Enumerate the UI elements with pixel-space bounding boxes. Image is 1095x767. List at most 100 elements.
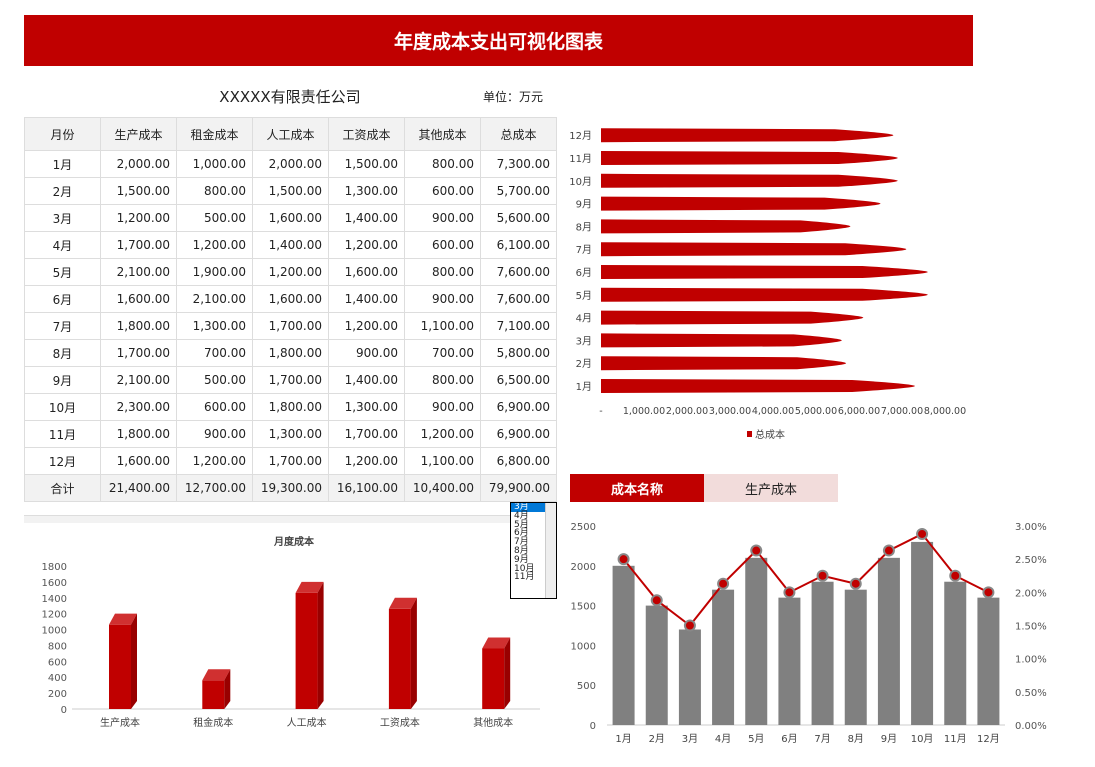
- table-cell: 1,700.00: [252, 312, 329, 340]
- y-tick-label: 1月: [576, 381, 592, 393]
- table-cell: 1,200.00: [176, 447, 253, 475]
- y-tick-label: 4月: [576, 313, 592, 325]
- bar: [482, 648, 505, 709]
- x-tick-label: 5,000.00: [795, 406, 837, 417]
- listbox-item[interactable]: 10月: [514, 563, 535, 574]
- table-row: 10月 2,300.00 600.00 1,800.00 1,300.00 900.00 6…: [24, 393, 557, 421]
- bar: [645, 605, 668, 725]
- table-row: 合计 21,400.00 12,700.00 19,300.00 16,100.00 10…: [24, 474, 557, 502]
- legend-label: 总成本: [755, 428, 785, 441]
- table-row: 2月 1,500.00 800.00 1,500.00 1,300.00 600.00 5,…: [24, 177, 557, 205]
- table-cell: 1,100.00: [404, 312, 481, 340]
- cost-name-value[interactable]: 生产成本: [704, 474, 838, 502]
- table-cell: 800.00: [404, 150, 481, 178]
- table-cell: 7,300.00: [480, 150, 557, 178]
- line-point: [916, 527, 929, 540]
- bar: [601, 265, 928, 279]
- table-cell: 工资成本: [328, 117, 405, 151]
- line-series: [622, 532, 989, 627]
- listbox-item[interactable]: 11月: [514, 572, 535, 583]
- bar-side: [504, 637, 511, 709]
- table-cell: 4月: [24, 231, 101, 259]
- x-tick-label: 5月: [748, 733, 764, 745]
- table-cell: 1,200.00: [404, 420, 481, 448]
- y-tick-label: 1000: [571, 641, 596, 652]
- listbox-item[interactable]: 6月: [514, 528, 529, 539]
- table-cell: 3月: [24, 204, 101, 232]
- table-cell: 1月: [24, 150, 101, 178]
- listbox-item[interactable]: 5月: [514, 519, 529, 530]
- listbox-scrollbar[interactable]: [545, 503, 556, 598]
- table-cell: 7月: [24, 312, 101, 340]
- company-name: XXXXX有限责任公司: [219, 88, 361, 106]
- y-tick-label: 600: [48, 657, 67, 668]
- bar-side: [317, 581, 324, 709]
- y-tick-label: 2500: [571, 522, 596, 533]
- table-cell: 2,100.00: [100, 366, 177, 394]
- x-tick-label: 3,000.00: [709, 406, 751, 417]
- bar: [601, 219, 851, 234]
- table-cell: 1,500.00: [252, 177, 329, 205]
- table-cell: 12,700.00: [176, 474, 253, 502]
- x-tick-label: 4,000.00: [752, 406, 794, 417]
- y-tick-label: 200: [48, 689, 67, 700]
- listbox-item[interactable]: 4月: [514, 510, 529, 521]
- table-cell: 800.00: [404, 366, 481, 394]
- y2-tick-label: 1.50%: [1015, 622, 1047, 633]
- table-cell: 1,400.00: [252, 231, 329, 259]
- table-cell: 其他成本: [404, 117, 481, 151]
- table-cell: 9月: [24, 366, 101, 394]
- table-cell: 10,400.00: [404, 474, 481, 502]
- listbox-item[interactable]: 3月: [511, 503, 545, 512]
- table-cell: 7,600.00: [480, 285, 557, 313]
- table-cell: 人工成本: [252, 117, 329, 151]
- table-cell: 1,000.00: [176, 150, 253, 178]
- y-tick-label: 500: [577, 681, 596, 692]
- cost-table: 月份 生产成本 租金成本 人工成本 工资成本 其他成本 总成本 1月 2,000.00 1,000…: [24, 117, 557, 502]
- table-cell: 1,800.00: [252, 339, 329, 367]
- x-tick-label: 4月: [715, 733, 731, 745]
- y2-tick-label: 0.50%: [1015, 688, 1047, 699]
- line-point: [683, 619, 696, 632]
- line-point: [650, 594, 663, 607]
- y-tick-label: 11月: [569, 153, 592, 165]
- table-cell: 2,100.00: [100, 258, 177, 286]
- table-cell: 1,200.00: [252, 258, 329, 286]
- bar: [601, 151, 898, 165]
- production-cost-combo-chart: 0 500 1000 1500 2000 2500 0.00% 0.50% 1.00% 1.50%…: [571, 522, 1047, 745]
- y-tick-label: 12月: [569, 130, 592, 142]
- table-cell: 21,400.00: [100, 474, 177, 502]
- table-cell: 生产成本: [100, 117, 177, 151]
- table-row: 7月 1,800.00 1,300.00 1,700.00 1,200.00 1,100.…: [24, 312, 557, 340]
- x-tick-label: 1月: [615, 733, 631, 745]
- y-tick-label: 1200: [42, 610, 67, 621]
- listbox-item[interactable]: 8月: [514, 545, 529, 556]
- y-tick-label: 1600: [42, 578, 67, 589]
- listbox-item[interactable]: 7月: [514, 537, 529, 548]
- table-cell: 1,100.00: [404, 447, 481, 475]
- table-cell: 1,500.00: [328, 150, 405, 178]
- table-cell: 1,800.00: [252, 393, 329, 421]
- x-tick-label: 6,000.00: [838, 406, 880, 417]
- bar-top: [202, 669, 231, 681]
- table-cell: 1,700.00: [100, 339, 177, 367]
- table-cell: 500.00: [176, 366, 253, 394]
- table-cell: 2,300.00: [100, 393, 177, 421]
- table-cell: 1,200.00: [328, 447, 405, 475]
- table-cell: 79,900.00: [480, 474, 557, 502]
- x-tick-label: 12月: [977, 733, 1000, 745]
- table-cell: 800.00: [176, 177, 253, 205]
- listbox-item[interactable]: 9月: [514, 554, 529, 565]
- y-tick-label: 1400: [42, 594, 67, 605]
- month-listbox[interactable]: 3月 4月 5月 6月 7月 8月 9月 10月 11月: [510, 502, 557, 599]
- bar: [712, 589, 735, 725]
- x-tick-label: 6月: [781, 733, 797, 745]
- cost-name-label: 成本名称: [570, 474, 704, 502]
- line-point: [982, 586, 995, 599]
- bar: [109, 624, 131, 709]
- x-tick-label: 8,000.00: [924, 406, 966, 417]
- table-cell: 900.00: [404, 285, 481, 313]
- legend-marker: [747, 431, 752, 437]
- table-row: 11月 1,800.00 900.00 1,300.00 1,700.00 1,200.0…: [24, 420, 557, 448]
- bar: [944, 581, 967, 725]
